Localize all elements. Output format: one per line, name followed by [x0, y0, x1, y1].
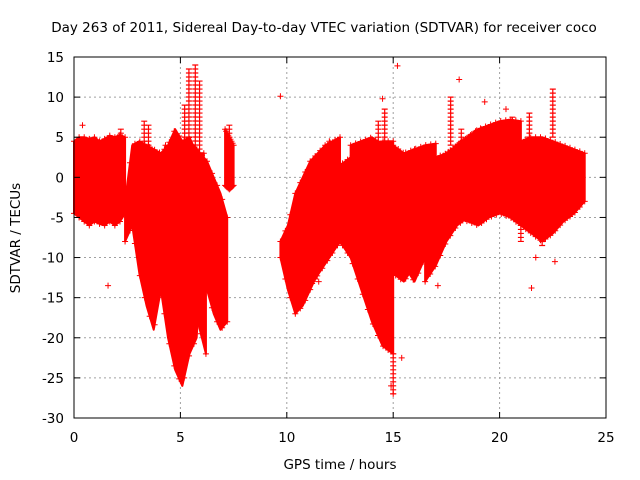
data-point-4 — [379, 95, 386, 102]
data-point-9 — [481, 98, 488, 105]
plot-frame — [73, 56, 607, 419]
y-tick-label: -5 — [51, 210, 64, 226]
data-point-15 — [398, 354, 405, 361]
x-tick-label: 20 — [491, 430, 508, 446]
data-spike-6 — [375, 120, 382, 154]
data-point-14 — [434, 282, 441, 289]
data-point-8 — [456, 76, 463, 83]
x-tick-label: 10 — [278, 430, 295, 446]
data-spike-13 — [117, 128, 124, 138]
data-point-10 — [502, 106, 509, 113]
data-spike-10 — [509, 116, 516, 138]
x-axis-label: GPS time / hours — [283, 457, 397, 473]
data-spike-1 — [192, 64, 199, 154]
data-point-1 — [105, 282, 112, 289]
y-tick-label: -20 — [42, 331, 64, 347]
data-spike-9 — [458, 128, 465, 146]
data-point-13 — [528, 285, 535, 292]
data-spike-4 — [141, 120, 148, 162]
x-tick-label: 5 — [176, 430, 185, 446]
y-tick-label: -30 — [42, 411, 64, 427]
y-tick-label: -10 — [42, 251, 64, 267]
data-spike-7 — [381, 108, 388, 154]
x-tick-label: 0 — [70, 430, 79, 446]
data-band-0 — [73, 133, 127, 227]
data-point-17 — [315, 278, 322, 285]
data-point-5 — [388, 382, 395, 389]
data-point-11 — [532, 254, 539, 261]
data-spike-14 — [226, 124, 233, 146]
data-spike-0 — [185, 68, 192, 162]
data-spike-5 — [145, 124, 152, 170]
x-tick-label: 25 — [597, 430, 614, 446]
y-tick-label: -15 — [42, 291, 64, 307]
x-tick-label: 15 — [385, 430, 402, 446]
data-spike-8 — [447, 96, 454, 146]
y-tick-label: 15 — [47, 50, 64, 66]
data-spike-2 — [196, 80, 203, 162]
data-series — [71, 62, 588, 397]
data-point-12 — [551, 258, 558, 265]
data-point-16 — [411, 146, 418, 153]
data-point-7 — [394, 62, 401, 69]
y-tick-label: 5 — [55, 130, 64, 146]
data-spike-16 — [539, 224, 546, 247]
data-point-6 — [390, 390, 397, 397]
y-tick-label: -25 — [42, 371, 64, 387]
data-spike-3 — [181, 104, 188, 178]
data-point-0 — [79, 122, 86, 129]
chart-title: Day 263 of 2011, Sidereal Day-to-day VTE… — [51, 20, 597, 36]
y-tick-label: 0 — [55, 170, 64, 186]
data-spike-11 — [549, 88, 556, 138]
data-point-2 — [277, 93, 284, 100]
data-spike-17 — [517, 216, 524, 243]
y-tick-label: 10 — [47, 90, 64, 106]
data-point-3 — [326, 138, 333, 145]
data-spike-12 — [526, 112, 533, 138]
axis-ticks: 0 5 10 15 20 25 15 10 5 0 -5 -10 -15 -20 -25 -30 — [42, 50, 615, 446]
